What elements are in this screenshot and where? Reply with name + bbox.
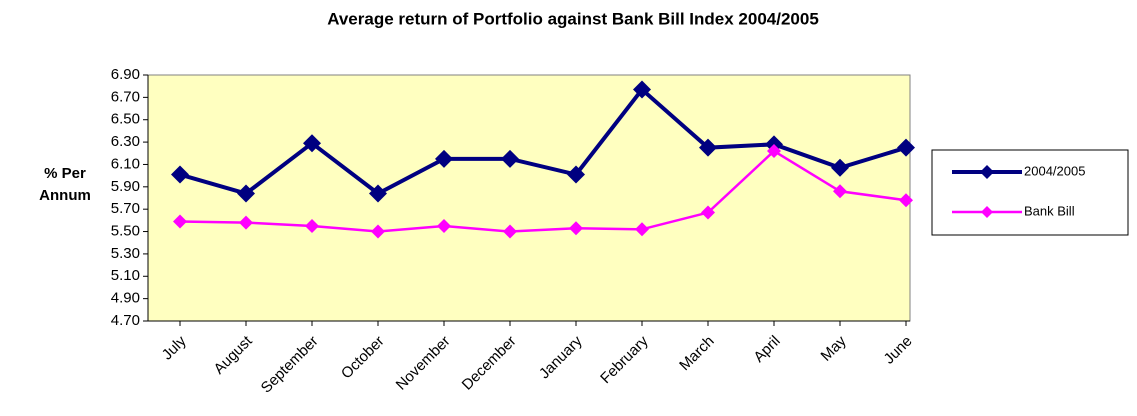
x-tick-label: April <box>750 333 783 366</box>
data-point <box>437 218 451 233</box>
data-point <box>831 158 849 177</box>
x-tick-label: December <box>459 333 520 394</box>
data-point <box>699 138 717 157</box>
chart-title: Average return of Portfolio against Bank… <box>327 9 819 28</box>
y-tick-label: 6.50 <box>111 111 140 128</box>
data-point <box>833 184 847 199</box>
x-tick-label: July <box>159 332 190 363</box>
y-tick-label: 5.10 <box>111 267 140 284</box>
data-point <box>767 144 781 159</box>
data-point <box>899 193 913 208</box>
x-tick-label: February <box>597 332 652 387</box>
legend-box <box>931 149 1129 236</box>
y-tick-label: 5.50 <box>111 223 140 240</box>
data-point <box>303 134 321 153</box>
data-point <box>567 165 585 184</box>
legend-marker <box>981 206 993 218</box>
data-point <box>503 224 517 239</box>
series-line <box>179 149 907 233</box>
data-point <box>435 149 453 168</box>
data-point <box>371 224 385 239</box>
x-tick-label: September <box>258 333 322 397</box>
y-tick-label: 6.90 <box>111 66 140 83</box>
data-point <box>701 205 715 220</box>
x-tick-label: June <box>881 333 916 368</box>
x-tick-label: August <box>211 332 257 378</box>
plot-area <box>147 74 911 322</box>
data-point <box>569 221 583 236</box>
legend-label: Bank Bill <box>1024 203 1075 218</box>
y-tick-label: 5.70 <box>111 200 140 217</box>
x-tick-label: October <box>338 333 388 383</box>
y-tick-label: 6.10 <box>111 155 140 172</box>
data-point <box>239 215 253 230</box>
data-point <box>369 184 387 203</box>
x-tick-label: May <box>818 332 850 364</box>
data-point <box>237 184 255 203</box>
data-point <box>635 222 649 237</box>
y-tick-label: 5.30 <box>111 245 140 262</box>
data-point <box>305 218 319 233</box>
data-point <box>173 214 187 229</box>
data-point <box>501 149 519 168</box>
data-point <box>633 80 651 99</box>
y-tick-label: 6.70 <box>111 88 140 105</box>
x-tick-label: November <box>393 333 454 394</box>
x-tick-label: March <box>676 333 717 374</box>
y-tick-label: 5.90 <box>111 178 140 195</box>
y-tick-label: 4.70 <box>111 312 140 329</box>
x-tick-label: January <box>536 332 586 382</box>
legend-marker <box>980 165 994 179</box>
y-axis-title: % Per Annum <box>39 165 91 204</box>
data-point <box>171 165 189 184</box>
data-point <box>897 138 915 157</box>
legend-label: 2004/2005 <box>1024 163 1085 178</box>
y-tick-label: 6.30 <box>111 133 140 150</box>
y-tick-label: 4.90 <box>111 290 140 307</box>
series-line <box>179 86 907 196</box>
